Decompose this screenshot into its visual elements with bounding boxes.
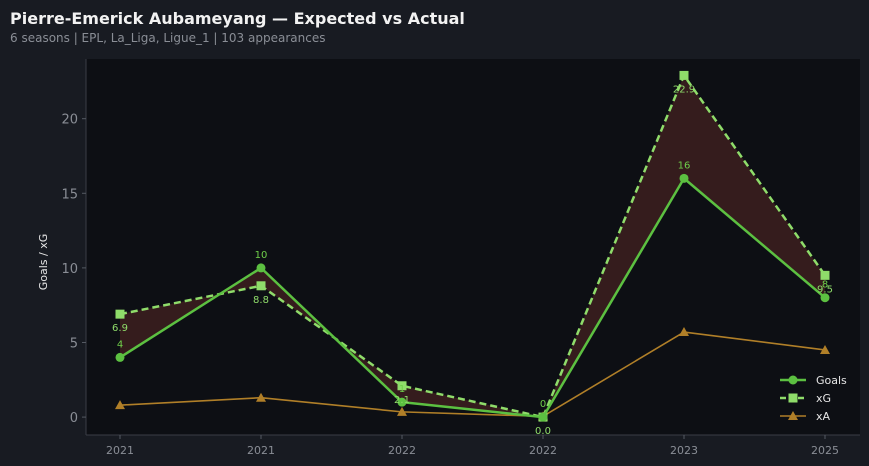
point-xg bbox=[115, 309, 125, 319]
legend-marker bbox=[788, 375, 798, 385]
point-xa bbox=[820, 344, 830, 354]
x-tick-label: 2022 bbox=[529, 444, 557, 457]
data-label-xg: 8.8 bbox=[253, 295, 269, 306]
point-xg bbox=[679, 70, 689, 80]
series-layer bbox=[115, 70, 830, 422]
legend-item-xa: xA bbox=[780, 410, 831, 423]
legend-marker bbox=[788, 393, 798, 403]
legend-label: xG bbox=[816, 392, 831, 405]
x-tick-label: 2021 bbox=[106, 444, 134, 457]
series-line-xg bbox=[119, 74, 827, 419]
data-label-goals: 10 bbox=[255, 250, 268, 261]
point-goals bbox=[397, 397, 407, 407]
y-tick-label: 5 bbox=[70, 336, 78, 351]
y-tick-label: 0 bbox=[70, 411, 78, 426]
data-label-goals: 8 bbox=[822, 280, 828, 291]
legend-label: xA bbox=[816, 410, 831, 423]
point-goals bbox=[820, 293, 830, 303]
y-tick-label: 15 bbox=[61, 187, 78, 202]
data-label-xg: 9.5 bbox=[817, 284, 833, 295]
chart-subtitle: 6 seasons | EPL, La_Liga, Ligue_1 | 103 … bbox=[10, 31, 325, 45]
y-axis-label: Goals / xG bbox=[37, 234, 50, 291]
point-xg bbox=[397, 381, 407, 391]
plot-area bbox=[86, 59, 860, 435]
point-goals bbox=[538, 412, 548, 422]
data-label-goals: 16 bbox=[678, 160, 691, 171]
x-tick-label: 2021 bbox=[247, 444, 275, 457]
y-tick-label: 10 bbox=[61, 262, 78, 277]
data-label-goals: 1 bbox=[399, 384, 405, 395]
point-xa bbox=[256, 392, 266, 402]
data-label-goals: 0 bbox=[540, 399, 546, 410]
data-label-goals: 4 bbox=[117, 339, 123, 350]
data-label-xg: 0.0 bbox=[535, 426, 551, 437]
x-tick-label: 2022 bbox=[388, 444, 416, 457]
series-line-goals bbox=[119, 177, 826, 419]
legend-label: Goals bbox=[816, 374, 847, 387]
legend: Goals xG xA bbox=[780, 374, 847, 423]
point-xa bbox=[397, 406, 407, 416]
point-goals bbox=[679, 173, 689, 183]
data-label-xg: 2.1 bbox=[394, 395, 410, 406]
point-xa bbox=[679, 327, 689, 337]
legend-item-goals: Goals bbox=[780, 374, 847, 387]
point-xg bbox=[256, 281, 266, 291]
y-tick-label: 20 bbox=[61, 113, 78, 128]
series-line-xa bbox=[119, 331, 826, 418]
chart-title: Pierre-Emerick Aubameyang — Expected vs … bbox=[10, 9, 465, 28]
x-tick-label: 2023 bbox=[670, 444, 698, 457]
data-label-xg: 22.9 bbox=[673, 84, 695, 95]
point-goals bbox=[115, 352, 125, 362]
legend-marker bbox=[788, 411, 798, 420]
point-goals bbox=[256, 263, 266, 273]
point-xa bbox=[115, 400, 125, 410]
series-goals bbox=[115, 173, 830, 422]
x-tick-label: 2025 bbox=[811, 444, 839, 457]
point-xg bbox=[820, 270, 830, 280]
legend-item-xg: xG bbox=[780, 392, 831, 405]
data-label-xg: 6.9 bbox=[112, 323, 128, 334]
